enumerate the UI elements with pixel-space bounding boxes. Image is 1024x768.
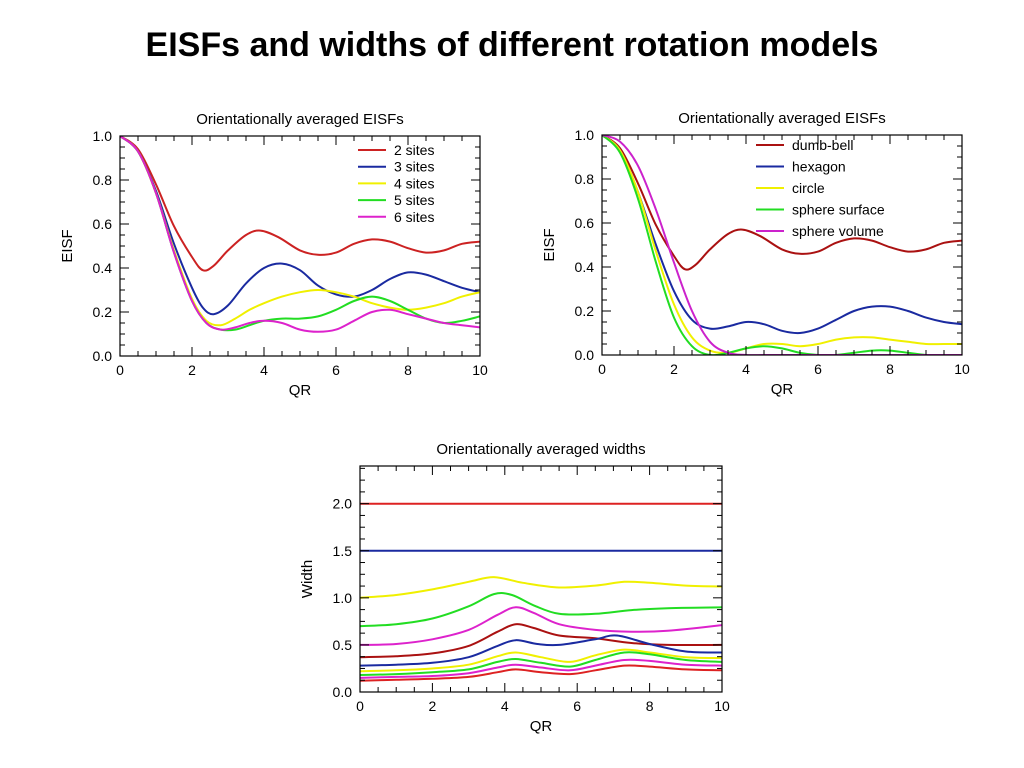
series-line-10: [360, 664, 722, 682]
series-line-3: [360, 592, 722, 628]
series-line-sphere-surface: [602, 135, 962, 355]
series-line-dumb-bell: [602, 135, 962, 271]
y-tick-label: 1.0: [575, 127, 595, 143]
y-tick-label: 0.0: [333, 684, 353, 700]
legend-label: 2 sites: [394, 142, 434, 158]
legend-label: 6 sites: [394, 209, 434, 225]
series-group: [360, 502, 722, 682]
series-line-7: [360, 648, 722, 673]
legend-label: 3 sites: [394, 159, 434, 175]
y-tick-label: 0.6: [575, 215, 595, 231]
series-line-hexagon: [602, 135, 962, 335]
chart-title: Orientationally averaged widths: [436, 441, 645, 458]
chart-title: Orientationally averaged EISFs: [196, 111, 404, 128]
legend-label: circle: [792, 180, 825, 196]
x-axis-label: QR: [289, 382, 312, 399]
chart-title: Orientationally averaged EISFs: [678, 110, 886, 127]
slide-title: EISFs and widths of different rotation m…: [145, 26, 879, 64]
y-tick-label: 0.8: [93, 172, 113, 188]
x-tick-label: 10: [714, 698, 730, 714]
x-tick-label: 8: [404, 362, 412, 378]
y-axis-label: EISF: [541, 228, 558, 261]
series-line-6: [360, 634, 722, 667]
legend-label: sphere surface: [792, 202, 885, 218]
y-tick-label: 0.4: [575, 259, 595, 275]
legend-label: hexagon: [792, 159, 846, 175]
series-line-sphere-volume: [602, 135, 962, 355]
series-line-2-sites: [120, 136, 480, 272]
series-line-circle: [602, 135, 962, 354]
x-tick-label: 10: [472, 362, 488, 378]
y-tick-label: 0.5: [333, 637, 353, 653]
y-tick-label: 0.0: [575, 347, 595, 363]
y-tick-label: 0.0: [93, 348, 113, 364]
series-line-5: [360, 623, 722, 659]
legend-label: 4 sites: [394, 175, 434, 191]
y-tick-label: 0.8: [575, 171, 595, 187]
x-tick-label: 4: [501, 698, 509, 714]
y-tick-label: 0.6: [93, 216, 113, 232]
legend-label: sphere volume: [792, 223, 884, 239]
series-line-2: [360, 576, 722, 599]
x-tick-label: 2: [670, 361, 678, 377]
x-axis-label: QR: [771, 381, 794, 398]
legend-label: 5 sites: [394, 192, 434, 208]
y-tick-label: 2.0: [333, 496, 353, 512]
x-tick-label: 0: [356, 698, 364, 714]
y-tick-label: 1.0: [93, 128, 113, 144]
series-group: [120, 136, 480, 333]
x-tick-label: 4: [260, 362, 268, 378]
y-tick-label: 1.0: [333, 590, 353, 606]
x-tick-label: 8: [646, 698, 654, 714]
y-tick-label: 0.4: [93, 260, 113, 276]
x-tick-label: 4: [742, 361, 750, 377]
x-tick-label: 8: [886, 361, 894, 377]
series-line-4: [360, 606, 722, 646]
x-tick-label: 2: [429, 698, 437, 714]
x-tick-label: 0: [598, 361, 606, 377]
y-axis-label: EISF: [59, 229, 76, 262]
x-tick-label: 6: [573, 698, 581, 714]
x-tick-label: 6: [332, 362, 340, 378]
x-tick-label: 2: [188, 362, 196, 378]
x-tick-label: 0: [116, 362, 124, 378]
y-tick-label: 0.2: [93, 304, 113, 320]
x-tick-label: 6: [814, 361, 822, 377]
series-line-6-sites: [120, 136, 480, 333]
y-tick-label: 0.2: [575, 303, 595, 319]
series-group: [602, 135, 962, 355]
series-line-3-sites: [120, 136, 480, 316]
x-axis-label: QR: [530, 718, 553, 735]
x-tick-label: 10: [954, 361, 970, 377]
series-line-8: [360, 651, 722, 676]
y-tick-label: 1.5: [333, 543, 353, 559]
series-line-9: [360, 658, 722, 679]
y-axis-label: Width: [299, 560, 316, 598]
legend-label: dumb-bell: [792, 137, 853, 153]
